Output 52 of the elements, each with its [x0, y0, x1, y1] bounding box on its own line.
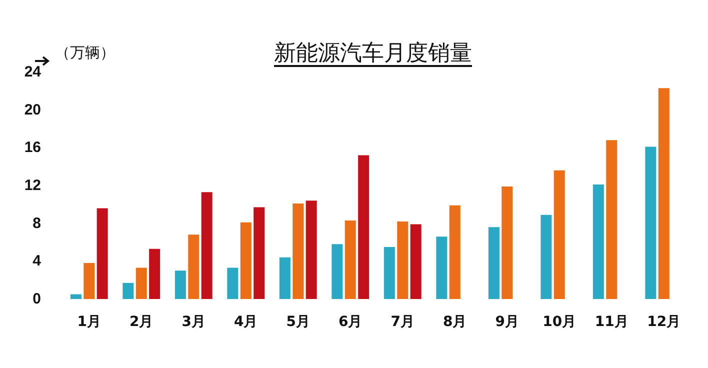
bar	[240, 222, 252, 299]
bar	[96, 208, 108, 299]
bar	[84, 263, 95, 299]
bar	[188, 234, 200, 299]
chart-title: 新能源汽车月度销量	[274, 41, 472, 66]
bar	[502, 186, 513, 299]
bar	[554, 170, 565, 299]
bar	[410, 224, 422, 299]
x-tick-label: 5月	[286, 314, 310, 330]
x-tick-label: 1月	[77, 314, 101, 330]
y-tick-label: 24	[24, 64, 42, 80]
bar	[606, 140, 618, 299]
bar	[592, 184, 604, 299]
y-axis-title: （万辆）	[55, 44, 115, 62]
x-tick-label: 7月	[390, 314, 414, 330]
x-tick-label: 6月	[338, 314, 362, 330]
bar	[201, 192, 212, 299]
x-tick-label: 12月	[647, 314, 681, 330]
y-tick-label: 4	[32, 252, 42, 270]
bar	[488, 227, 500, 299]
bar	[122, 282, 134, 299]
bar	[449, 205, 460, 299]
bar	[344, 220, 356, 299]
y-tick-label: 20	[24, 101, 41, 118]
y-tick-label: 0	[32, 290, 41, 308]
bar	[136, 268, 147, 299]
x-tick-label: 10月	[542, 314, 576, 330]
bar	[279, 257, 290, 299]
bar	[306, 200, 317, 299]
bar	[149, 248, 160, 299]
y-tick-label: 16	[24, 139, 41, 156]
x-tick-label: 2月	[130, 314, 154, 330]
bar	[332, 244, 343, 299]
x-tick-label: 9月	[495, 314, 519, 330]
bar	[227, 268, 238, 299]
bar	[645, 146, 656, 299]
bar	[384, 246, 395, 299]
bar	[358, 155, 370, 299]
bar	[540, 214, 552, 299]
x-tick-label: 11月	[594, 314, 628, 330]
bar	[436, 236, 448, 299]
bar	[292, 203, 304, 299]
y-tick-label: 8	[32, 214, 41, 232]
x-tick-label: 4月	[234, 314, 258, 330]
bar	[397, 221, 408, 299]
bar	[174, 270, 186, 299]
bar	[70, 294, 82, 299]
bar	[658, 88, 670, 299]
y-tick-label: 12	[24, 177, 41, 194]
bar	[254, 207, 265, 299]
x-tick-label: 3月	[182, 314, 206, 330]
x-tick-label: 8月	[443, 314, 467, 330]
